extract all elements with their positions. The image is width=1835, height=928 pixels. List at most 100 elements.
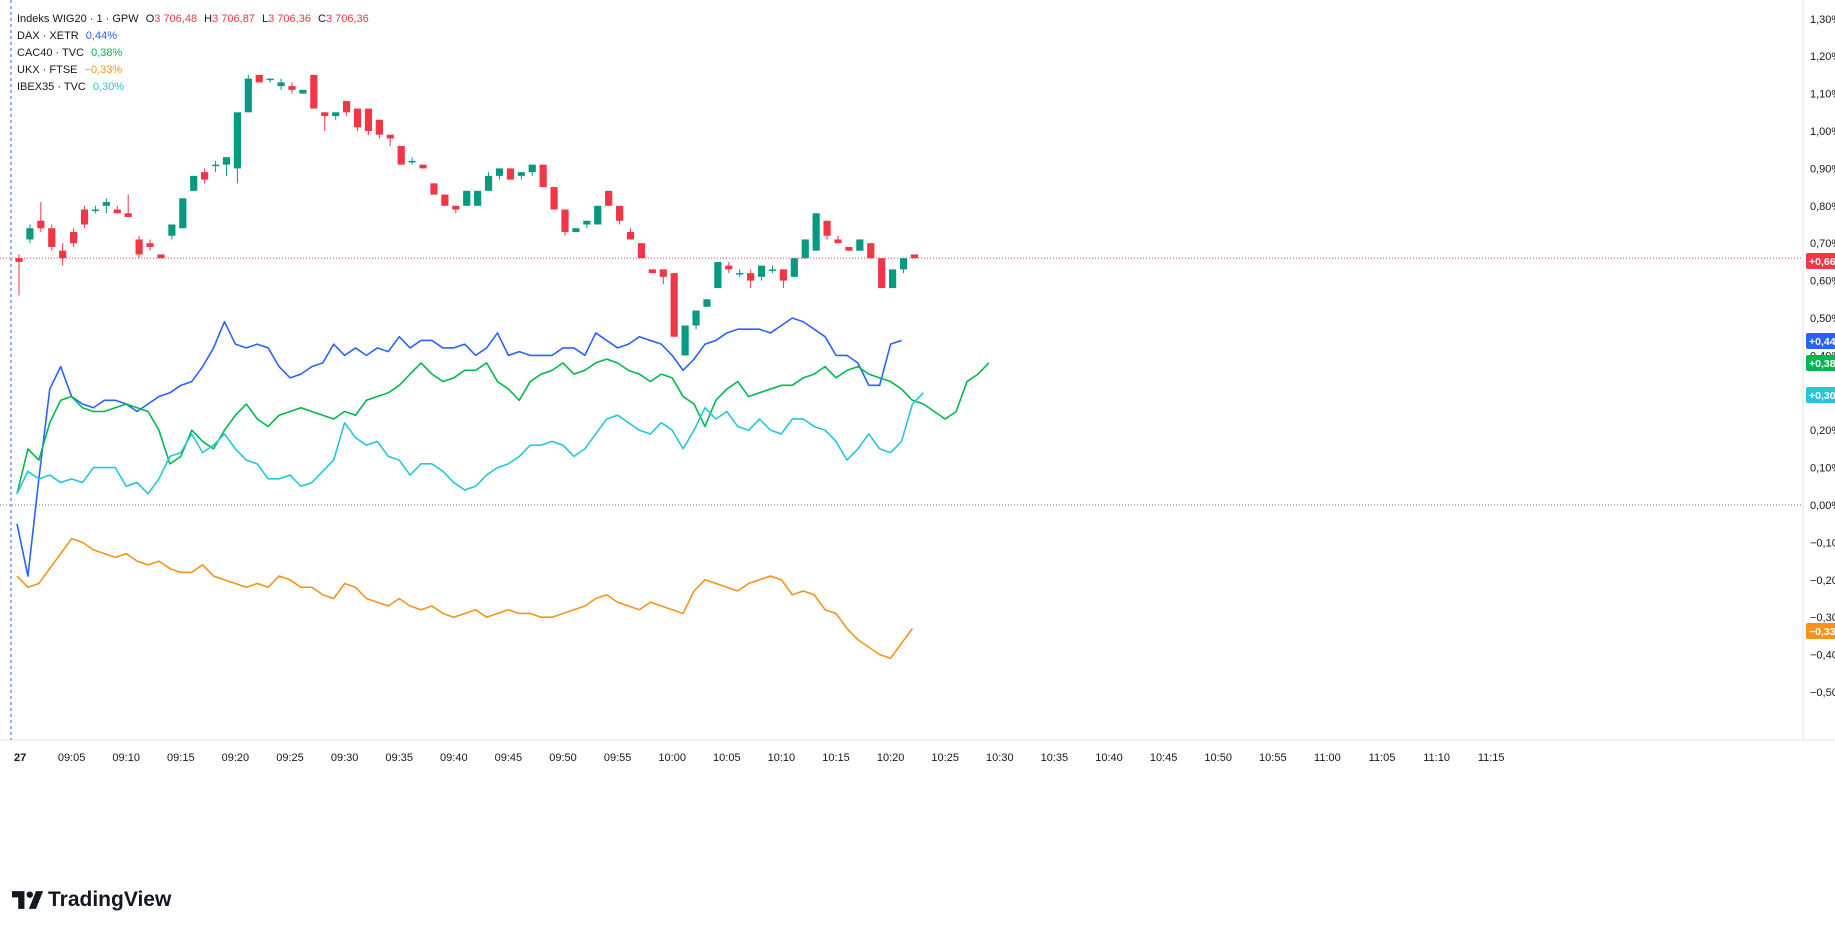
last-value-badge: [1806, 387, 1835, 403]
x-tick-label: 09:40: [440, 752, 468, 764]
candle: [321, 112, 329, 117]
candle: [889, 269, 897, 289]
y-tick-label: 0,90%: [1810, 163, 1835, 175]
last-value-label: +0,44%: [1809, 336, 1835, 348]
candle: [80, 209, 89, 225]
x-tick-label: 10:25: [931, 752, 959, 764]
tradingview-logo-icon: [12, 891, 44, 909]
x-tick-label: 09:55: [604, 752, 632, 764]
chart-canvas[interactable]: 1,30% 1,20% 1,10% 1,00% 0,90% 0,80% 0,70% 0,60%…: [0, 0, 1835, 870]
candle: [430, 183, 438, 195]
legend-low-value: 3 706,36: [268, 13, 311, 25]
y-tick-label: −0,20%: [1810, 575, 1835, 587]
candle: [255, 74, 263, 83]
x-tick-label: 09:15: [167, 752, 195, 764]
candle: [288, 86, 296, 90]
candle: [37, 220, 45, 229]
legend-row-cac40[interactable]: CAC40 · TVC 0,38%: [17, 45, 369, 62]
candle: [474, 190, 482, 206]
candle: [26, 228, 34, 240]
last-value-badge: [1806, 355, 1835, 371]
x-tick-label: 10:35: [1041, 752, 1069, 764]
candle: [659, 269, 667, 277]
candle: [561, 209, 569, 232]
candle: [757, 265, 766, 277]
candle: [484, 175, 493, 191]
candle: [146, 243, 154, 247]
legend-ukx-name: UKX · FTSE: [17, 64, 78, 76]
candle: [179, 198, 187, 229]
x-tick-label: 09:45: [495, 752, 523, 764]
legend-high-value: 3 706,87: [212, 13, 255, 25]
last-value-badge: [1806, 623, 1835, 639]
x-tick-label: 10:40: [1095, 752, 1123, 764]
candle: [135, 239, 143, 255]
x-tick-label: 11:15: [1478, 752, 1505, 764]
candle: [648, 269, 656, 274]
last-value-badge: [1806, 253, 1835, 269]
candle: [572, 228, 580, 232]
candle: [91, 209, 100, 212]
candle: [779, 269, 787, 281]
x-tick-label: 10:45: [1150, 752, 1178, 764]
candle: [59, 250, 67, 259]
y-tick-label: −0,30%: [1810, 612, 1835, 624]
y-tick-label: 1,00%: [1810, 126, 1835, 138]
candle: [812, 213, 820, 251]
candle: [725, 265, 733, 270]
candle: [102, 202, 110, 206]
candle: [244, 78, 252, 113]
candle: [714, 261, 722, 289]
candle: [899, 258, 908, 270]
last-value-label: −0,33%: [1809, 626, 1835, 638]
legend-dax-value: 0,44%: [85, 30, 117, 42]
candle: [910, 254, 919, 259]
candle: [157, 254, 165, 259]
x-tick-label: 10:30: [986, 752, 1014, 764]
candle: [747, 273, 755, 281]
x-tick-label: 11:00: [1314, 752, 1341, 764]
candle: [506, 168, 514, 180]
candle: [605, 190, 613, 206]
x-tick-label: 10:55: [1259, 752, 1287, 764]
candle: [277, 82, 285, 87]
x-tick-label: 09:25: [276, 752, 304, 764]
legend-row-ibex35[interactable]: IBEX35 · TVC 0,30%: [17, 79, 369, 96]
candle: [233, 112, 241, 169]
x-tick-label: 11:10: [1423, 752, 1450, 764]
candle: [867, 243, 875, 259]
tradingview-brand[interactable]: TradingView: [12, 888, 171, 912]
x-tick-label: 10:20: [877, 752, 905, 764]
candle: [222, 157, 231, 165]
legend-close-value: 3 706,36: [325, 13, 369, 25]
candle: [70, 231, 78, 244]
candle: [681, 325, 689, 356]
legend-open-label: O: [145, 13, 155, 25]
candle: [266, 78, 274, 81]
candle: [768, 269, 777, 271]
x-tick-label: 09:10: [112, 752, 140, 764]
candle: [343, 101, 351, 113]
candle: [823, 220, 831, 236]
legend-open-value: 3 706,48: [154, 13, 198, 25]
series-line-ukx: [16, 537, 914, 660]
candle: [15, 258, 23, 262]
last-value-badge: [1806, 333, 1835, 349]
candle: [856, 239, 864, 251]
candle: [408, 160, 416, 163]
y-tick-label: 0,70%: [1810, 238, 1835, 250]
candle: [353, 108, 362, 128]
candle: [528, 164, 536, 173]
legend-row-ukx[interactable]: UKX · FTSE −0,33%: [17, 62, 369, 79]
x-tick-label: 10:00: [658, 752, 686, 764]
series-line-dax: [16, 317, 902, 577]
candle: [637, 243, 646, 259]
candle: [113, 209, 121, 214]
legend-row-dax[interactable]: DAX · XETR 0,44%: [17, 28, 369, 45]
x-tick-label: 10:10: [768, 752, 796, 764]
candle: [211, 164, 220, 167]
last-value-label: +0,66%: [1809, 256, 1835, 268]
candle: [626, 231, 635, 240]
candle: [550, 187, 558, 210]
y-tick-label: 0,50%: [1810, 313, 1835, 325]
